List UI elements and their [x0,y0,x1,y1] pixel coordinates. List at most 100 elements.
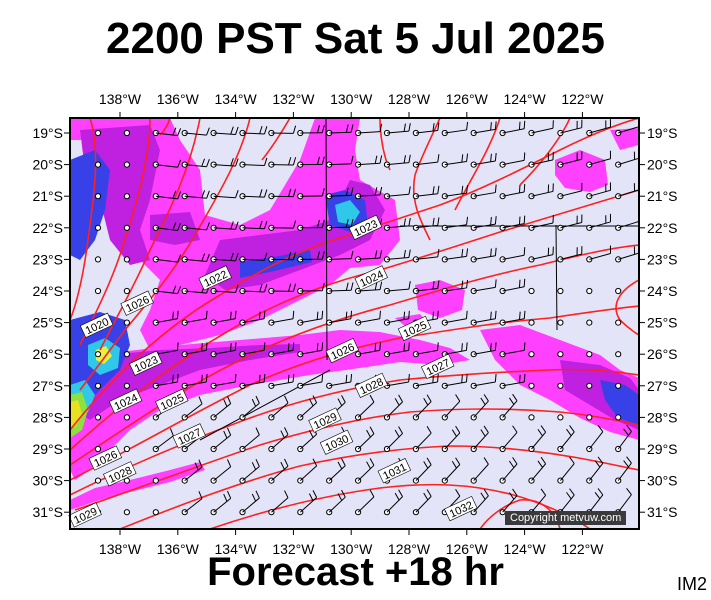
wind-barb [213,466,232,481]
wind-barb-feather [461,185,464,194]
wind-barb [415,401,432,418]
wind-barb-feather [466,121,469,130]
wind-barb-feather [461,154,464,163]
wind-barb [386,162,409,166]
wind-barb-feather [494,310,497,319]
wind-barb-feather [483,394,489,402]
wind-barb-feather [284,458,289,467]
wind-station [528,382,535,389]
wind-barb [560,127,582,134]
wind-barb [329,258,352,260]
wind-barb-feather [292,342,295,351]
wind-barb-feather [177,286,182,294]
wind-barb-feather [345,282,349,291]
wind-barb [271,497,289,513]
wind-barb-feather [594,460,601,468]
wind-barb [213,227,236,230]
wind-barb-feather [235,221,239,230]
wind-barb [155,258,178,263]
wind-station [123,509,131,516]
wind-barb [184,403,203,418]
lon-label-bottom: 128°W [388,541,431,557]
wind-barb-feather [341,458,346,466]
wind-barb-feather [374,155,378,164]
wind-barb-feather [494,342,497,351]
wind-station [586,414,593,421]
wind-barb-feather [379,123,383,132]
wind-barb [357,433,375,450]
wind-barb [588,431,604,450]
wind-barb-feather [369,394,375,403]
lat-label-right: 27°S [647,378,678,394]
wind-barb [357,464,375,481]
wind-barb [242,258,265,261]
isobar-line [615,279,639,336]
wind-barb-feather [321,219,325,228]
wind-barb [386,130,409,134]
wind-station [94,477,102,484]
wind-station [615,382,622,389]
wind-barb [357,496,375,513]
wind-barb [358,194,381,197]
wind-barb-feather [284,395,289,404]
wind-barb [502,381,525,387]
wind-barb [502,254,525,260]
wind-barb [617,494,632,513]
wind-barb-feather [230,252,234,261]
trough-line [325,118,328,361]
wind-barb [444,287,467,292]
wind-barb-feather [264,252,268,261]
wind-barb-feather [597,456,604,464]
trough-line [555,224,558,331]
wind-barb-feather [455,394,461,402]
wind-barb-feather [226,490,232,499]
wind-barb [473,286,496,292]
wind-barb-feather [379,281,383,290]
wind-barb-feather [251,462,257,470]
wind-station [94,193,102,200]
wind-barb-feather [403,249,406,258]
wind-barb [617,462,632,481]
isobar-label-box [79,312,114,338]
wind-barb [589,221,611,229]
wind-barb-feather [519,374,521,383]
wind-barb-feather [483,488,489,497]
wind-barb-feather [201,253,206,262]
wind-barb-feather [292,157,297,166]
wind-station [528,319,535,326]
wind-barb-feather [374,187,378,196]
wind-barb [531,463,547,481]
wind-barb-feather [345,219,349,228]
wind-station [557,287,564,295]
isobar-line [379,118,391,171]
wind-barb-feather [408,342,410,351]
wind-barb-feather [426,489,432,497]
wind-barb-feather [423,492,429,501]
wind-barb-feather [379,250,383,259]
wind-station [557,351,564,358]
wind-barb-feather [523,342,526,351]
wind-barb [213,381,236,387]
wind-barb-feather [255,395,260,404]
wind-barb-feather [566,428,572,436]
wind-barb-feather [350,124,354,133]
wind-barb [531,431,547,450]
isobar-line [70,305,639,481]
wind-barb [155,290,178,295]
lat-label-right: 31°S [647,504,678,520]
wind-barb-feather [345,374,348,383]
wind-barb [213,164,236,167]
lat-label-left: 31°S [32,504,63,520]
isobar-label-box [120,290,154,316]
wind-barb-feather [312,458,318,467]
lat-label-left: 27°S [32,378,63,394]
wind-barb [415,256,438,260]
wind-barb [531,127,554,134]
wind-barb [502,128,525,134]
copyright-label: Copyright metvuw.com [505,511,627,525]
wind-barb [184,227,207,231]
wind-barb [502,159,525,166]
wind-barb-feather [177,128,182,136]
wind-barb-feather [288,251,292,260]
wind-barb [386,349,409,355]
